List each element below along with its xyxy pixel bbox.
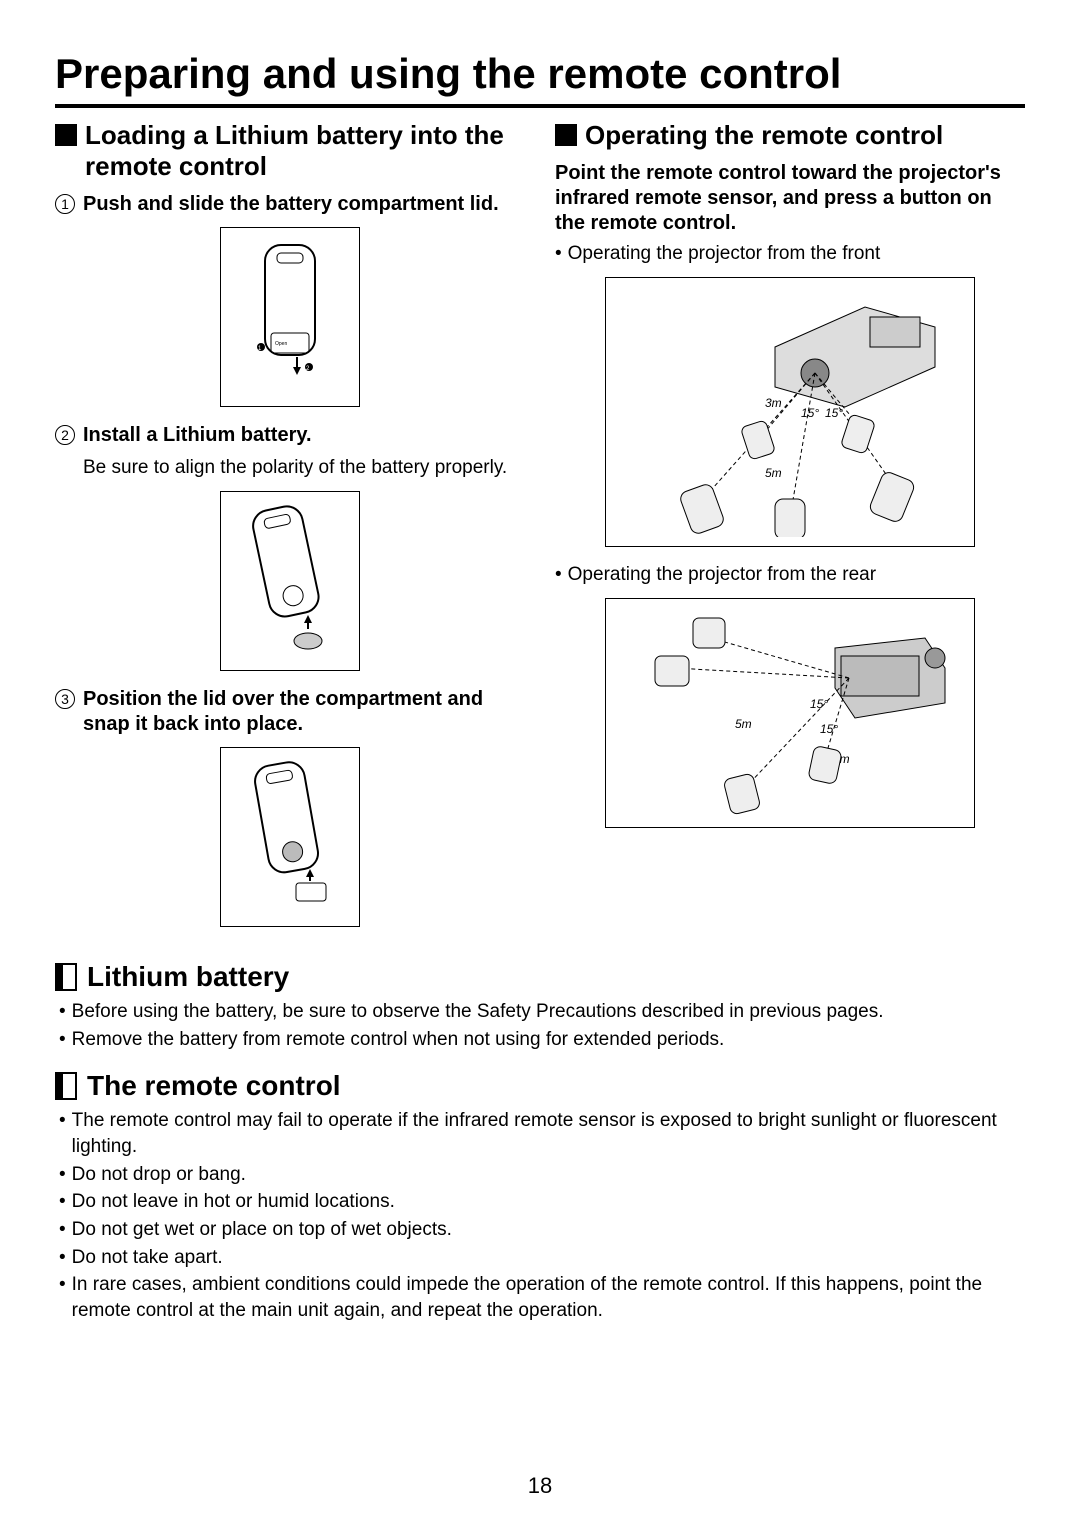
step-number-3: 3 xyxy=(55,689,75,709)
step-number-2: 2 xyxy=(55,425,75,445)
step-3: 3 Position the lid over the compartment … xyxy=(55,687,525,737)
notes-remote-item: Do not take apart. xyxy=(72,1245,223,1271)
notes-remote-item: Do not leave in hot or humid locations. xyxy=(72,1189,395,1215)
left-column: Loading a Lithium battery into the remot… xyxy=(55,120,525,943)
notes-remote-heading: The remote control xyxy=(55,1070,1025,1102)
list-item: •The remote control may fail to operate … xyxy=(59,1108,1025,1159)
notes-lithium-item: Before using the battery, be sure to obs… xyxy=(72,999,884,1025)
figure-rear: 15° 15° 5m 3m xyxy=(605,598,975,828)
svg-text:Open: Open xyxy=(275,341,287,347)
step-1-text: Push and slide the battery compartment l… xyxy=(83,192,499,217)
projector-rear-diagram-icon: 15° 15° 5m 3m xyxy=(615,608,965,818)
notes-remote-heading-text: The remote control xyxy=(87,1070,341,1102)
square-bullet-icon xyxy=(555,124,577,146)
remote-icon xyxy=(840,414,875,454)
list-item: •Do not take apart. xyxy=(59,1245,1025,1271)
right-heading-text: Operating the remote control xyxy=(585,120,943,151)
notes-lithium-heading: Lithium battery xyxy=(55,961,1025,993)
label-5m: 5m xyxy=(765,466,782,480)
square-bullet-icon xyxy=(55,124,77,146)
remote-icon xyxy=(775,499,805,537)
notes-remote-list: •The remote control may fail to operate … xyxy=(55,1108,1025,1323)
label-3m: 3m xyxy=(765,396,782,410)
remote-icon xyxy=(693,618,725,648)
remote-icon xyxy=(740,420,775,460)
note-page-icon xyxy=(55,1072,77,1100)
figure-step3 xyxy=(220,747,360,927)
right-instruction: Point the remote control toward the proj… xyxy=(555,161,1025,236)
remote-lid-slide-icon: Open 1 2 xyxy=(235,237,345,397)
list-item: •In rare cases, ambient conditions could… xyxy=(59,1272,1025,1323)
list-item: •Remove the battery from remote control … xyxy=(59,1027,1025,1053)
remote-icon xyxy=(868,470,916,524)
bullet-front-text: Operating the projector from the front xyxy=(568,242,881,267)
list-item: •Do not drop or bang. xyxy=(59,1162,1025,1188)
figure-step1: Open 1 2 xyxy=(220,227,360,407)
step-2-text: Install a Lithium battery. xyxy=(83,423,312,448)
remote-install-battery-icon xyxy=(230,501,350,661)
remote-icon xyxy=(808,745,842,784)
remote-icon xyxy=(679,482,726,535)
projector-front-diagram-icon: 3m 15° 15° 5m xyxy=(615,287,965,537)
step-number-1: 1 xyxy=(55,194,75,214)
bullet-rear: • Operating the projector from the rear xyxy=(555,563,1025,588)
notes-lithium-item: Remove the battery from remote control w… xyxy=(72,1027,725,1053)
remote-icon xyxy=(723,772,761,814)
notes-remote-item: Do not get wet or place on top of wet ob… xyxy=(72,1217,452,1243)
page-title: Preparing and using the remote control xyxy=(55,50,1025,108)
step-2-subtext: Be sure to align the polarity of the bat… xyxy=(83,456,525,481)
label-15deg: 15° xyxy=(820,722,838,736)
notes-remote-item: The remote control may fail to operate i… xyxy=(72,1108,1025,1159)
list-item: •Before using the battery, be sure to ob… xyxy=(59,999,1025,1025)
label-15deg: 15° xyxy=(810,697,828,711)
notes-lithium-list: •Before using the battery, be sure to ob… xyxy=(55,999,1025,1052)
notes-lithium-heading-text: Lithium battery xyxy=(87,961,289,993)
step-2: 2 Install a Lithium battery. xyxy=(55,423,525,448)
label-15deg-l: 15° xyxy=(801,406,819,420)
bullet-dot-icon: • xyxy=(555,563,562,588)
list-item: •Do not leave in hot or humid locations. xyxy=(59,1189,1025,1215)
left-section-heading: Loading a Lithium battery into the remot… xyxy=(55,120,525,182)
bullet-rear-text: Operating the projector from the rear xyxy=(568,563,876,588)
notes-remote-item: Do not drop or bang. xyxy=(72,1162,246,1188)
bullet-front: • Operating the projector from the front xyxy=(555,242,1025,267)
right-section-heading: Operating the remote control xyxy=(555,120,1025,151)
list-item: •Do not get wet or place on top of wet o… xyxy=(59,1217,1025,1243)
label-15deg-r: 15° xyxy=(825,406,843,420)
remote-snap-lid-icon xyxy=(230,757,350,917)
right-column: Operating the remote control Point the r… xyxy=(555,120,1025,943)
figure-front: 3m 15° 15° 5m xyxy=(605,277,975,547)
bullet-dot-icon: • xyxy=(555,242,562,267)
figure-step2 xyxy=(220,491,360,671)
note-page-icon xyxy=(55,963,77,991)
page-number: 18 xyxy=(0,1473,1080,1499)
label-5m: 5m xyxy=(735,717,752,731)
left-heading-text: Loading a Lithium battery into the remot… xyxy=(85,120,525,182)
remote-icon xyxy=(655,656,689,686)
step-1: 1 Push and slide the battery compartment… xyxy=(55,192,525,217)
notes-remote-item: In rare cases, ambient conditions could … xyxy=(72,1272,1025,1323)
step-3-text: Position the lid over the compartment an… xyxy=(83,687,525,737)
